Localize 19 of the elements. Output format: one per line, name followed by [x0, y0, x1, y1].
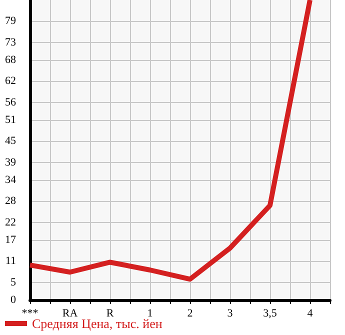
- y-tick-label: 68: [5, 54, 16, 66]
- y-tick-label: 45: [5, 135, 16, 148]
- y-tick-label: 0: [10, 294, 16, 306]
- y-tick-label: 34: [5, 174, 16, 186]
- y-tick-label: 73: [5, 36, 16, 48]
- y-tick-label: 22: [5, 216, 16, 228]
- y-tick-label: 62: [5, 75, 16, 88]
- x-tick-label: 3: [227, 308, 234, 320]
- y-tick-label: 28: [5, 195, 16, 208]
- y-tick-label: 56: [5, 96, 16, 108]
- y-tick-label: 39: [5, 156, 16, 168]
- y-tick-label: 79: [5, 15, 16, 28]
- y-tick-label: 11: [5, 255, 16, 268]
- y-tick-label: 51: [5, 114, 16, 126]
- y-tick-label: 5: [10, 276, 16, 288]
- x-tick-label: 2: [187, 308, 193, 320]
- x-tick-label: 3,5: [263, 308, 278, 320]
- y-tick-label: 17: [5, 234, 16, 246]
- x-tick-label: 4: [307, 308, 314, 320]
